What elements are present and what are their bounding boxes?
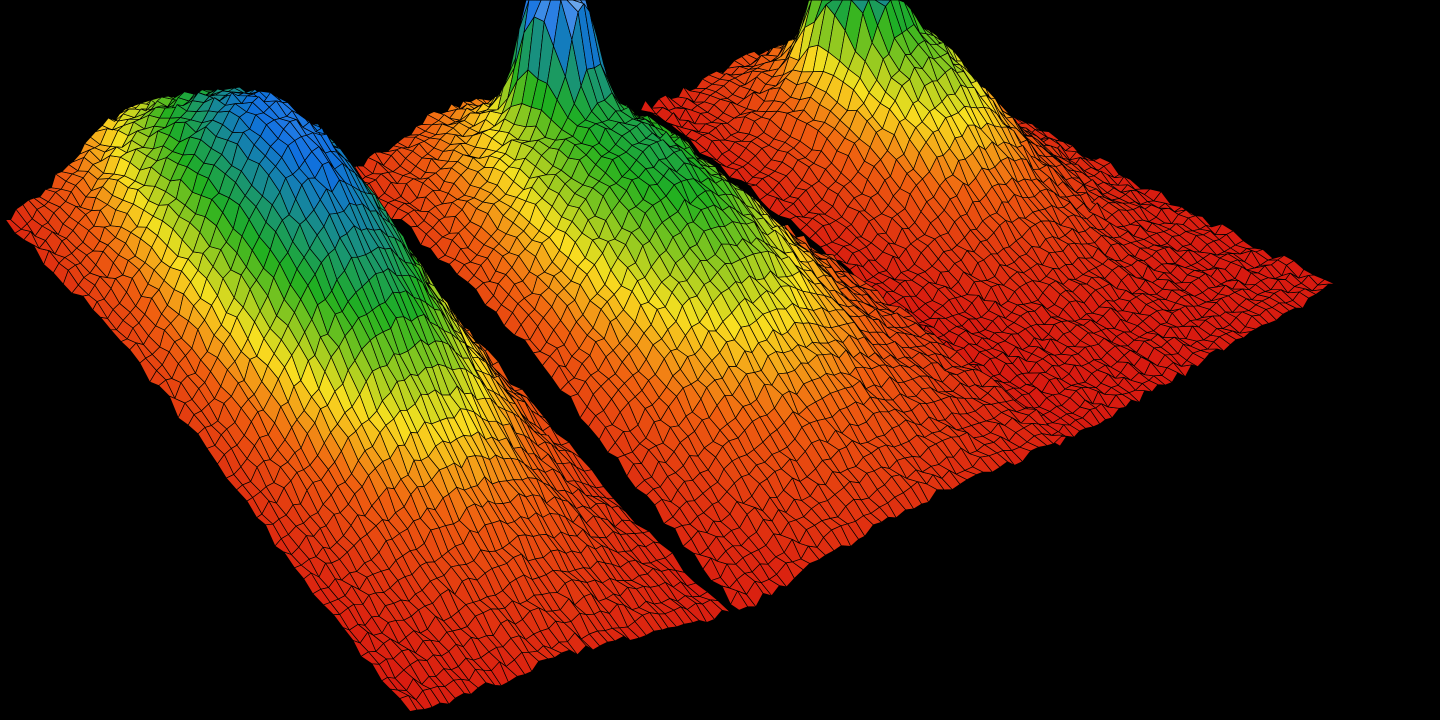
mesh-cell xyxy=(1317,279,1336,286)
mesh-cell xyxy=(514,0,530,68)
mesh-cell xyxy=(814,0,833,22)
mesh-cell xyxy=(825,0,843,16)
mesh-cell xyxy=(1051,431,1070,439)
surface-panel-middle xyxy=(344,0,1070,611)
mesh-cell xyxy=(804,0,823,28)
mesh-cell xyxy=(543,0,562,47)
mesh-cell xyxy=(834,0,852,31)
mesh-cell xyxy=(523,0,542,33)
mesh-cell xyxy=(533,0,551,22)
mesh-cell xyxy=(794,0,812,44)
mesh-cell xyxy=(801,0,818,28)
mesh-cell xyxy=(518,0,536,29)
surface-panel-right xyxy=(640,0,1336,447)
surface-panel-left xyxy=(5,86,731,712)
